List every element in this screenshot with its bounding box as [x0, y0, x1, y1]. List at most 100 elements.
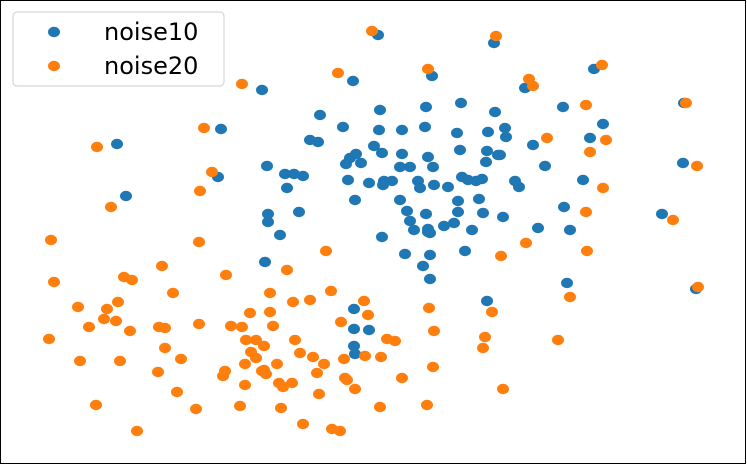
point-noise20 [126, 274, 138, 286]
point-noise10 [480, 156, 492, 168]
point-noise20 [72, 301, 84, 313]
point-noise20 [159, 342, 171, 354]
point-noise20 [234, 400, 246, 412]
point-noise20 [396, 372, 408, 384]
point-noise10 [454, 144, 466, 156]
point-noise20 [477, 342, 489, 354]
point-noise20 [264, 306, 276, 318]
point-noise20 [427, 361, 439, 373]
point-noise20 [362, 309, 374, 321]
point-noise20 [194, 185, 206, 197]
point-noise20 [74, 355, 86, 367]
point-noise10 [564, 224, 576, 236]
point-noise20 [112, 296, 124, 308]
point-noise10 [401, 205, 413, 217]
point-noise10 [363, 324, 375, 336]
point-noise20 [325, 285, 337, 297]
point-noise20 [83, 321, 95, 333]
point-noise20 [691, 160, 703, 172]
point-noise20 [584, 146, 596, 158]
point-noise10 [394, 194, 406, 206]
point-noise20 [240, 334, 252, 346]
point-noise20 [156, 260, 168, 272]
point-noise20 [267, 320, 279, 332]
point-noise10 [451, 127, 463, 139]
point-noise10 [527, 139, 539, 151]
point-noise20 [564, 291, 576, 303]
point-noise10 [259, 256, 271, 268]
point-noise10 [489, 106, 501, 118]
point-noise20 [236, 78, 248, 90]
point-noise10 [120, 190, 132, 202]
point-noise20 [580, 206, 592, 218]
point-noise10 [347, 75, 359, 87]
point-noise10 [452, 195, 464, 207]
point-noise20 [45, 234, 57, 246]
point-noise10 [261, 160, 273, 172]
point-noise10 [111, 138, 123, 150]
point-noise20 [219, 365, 231, 377]
point-noise20 [239, 358, 251, 370]
point-noise20 [335, 316, 347, 328]
point-noise10 [448, 217, 460, 229]
point-noise20 [307, 351, 319, 363]
point-noise10 [386, 175, 398, 187]
point-noise20 [198, 122, 210, 134]
point-noise20 [271, 358, 283, 370]
point-noise20 [175, 353, 187, 365]
point-noise20 [520, 237, 532, 249]
point-noise10 [404, 161, 416, 173]
point-noise20 [389, 335, 401, 347]
point-noise10 [481, 145, 493, 157]
point-noise10 [274, 229, 286, 241]
point-noise20 [244, 307, 256, 319]
point-noise20 [190, 403, 202, 415]
point-noise10 [492, 149, 504, 161]
point-noise20 [497, 383, 509, 395]
point-noise10 [584, 132, 596, 144]
point-noise20 [304, 294, 316, 306]
point-noise20 [101, 303, 113, 315]
point-noise10 [476, 173, 488, 185]
point-noise10 [348, 303, 360, 315]
point-noise10 [497, 211, 509, 223]
point-noise20 [349, 383, 361, 395]
point-noise10 [419, 121, 431, 133]
point-noise10 [368, 140, 380, 152]
point-noise10 [500, 131, 512, 143]
point-noise20 [495, 250, 507, 262]
point-noise10 [428, 179, 440, 191]
point-noise10 [396, 148, 408, 160]
point-noise20 [286, 377, 298, 389]
point-noise10 [455, 97, 467, 109]
point-noise10 [374, 104, 386, 116]
point-noise10 [376, 231, 388, 243]
point-noise10 [350, 148, 362, 160]
point-noise10 [424, 273, 436, 285]
point-noise10 [262, 208, 274, 220]
point-noise20 [193, 236, 205, 248]
point-noise20 [281, 264, 293, 276]
point-noise20 [275, 402, 287, 414]
point-noise20 [258, 340, 270, 352]
point-noise20 [552, 334, 564, 346]
point-noise20 [490, 30, 502, 42]
point-noise10 [297, 170, 309, 182]
point-noise20 [428, 325, 440, 337]
point-noise10 [262, 216, 274, 228]
point-noise10 [355, 157, 367, 169]
point-noise10 [422, 151, 434, 163]
legend-label-noise10: noise10 [104, 18, 198, 46]
point-noise10 [376, 147, 388, 159]
point-noise20 [167, 287, 179, 299]
point-noise10 [513, 181, 525, 193]
point-noise20 [358, 295, 370, 307]
point-noise10 [477, 207, 489, 219]
point-noise10 [408, 224, 420, 236]
point-noise10 [557, 101, 569, 113]
point-noise20 [597, 182, 609, 194]
point-noise20 [225, 320, 237, 332]
point-noise20 [374, 401, 386, 413]
legend: noise10 noise20 [12, 11, 225, 87]
